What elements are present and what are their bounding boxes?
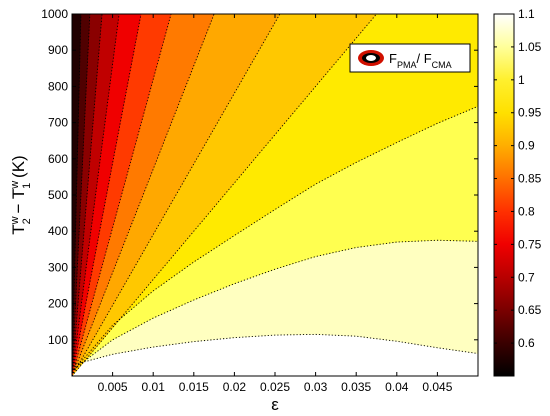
colorbar-tick-label: 1.1: [518, 7, 535, 21]
x-tick-label: 0.035: [341, 380, 371, 394]
colorbar-tick-label: 0.8: [518, 204, 535, 218]
x-tick-label: 0.04: [385, 380, 409, 394]
colorbar-tick-label: 0.85: [518, 172, 542, 186]
colorbar-tick-label: 0.7: [518, 270, 535, 284]
y-tick-label: 900: [48, 43, 68, 57]
colorbar-tick-label: 0.65: [518, 303, 542, 317]
contour-line-1.05: [72, 333, 478, 366]
x-tick-label: 0.015: [179, 380, 209, 394]
x-tick-label: 0.02: [223, 380, 247, 394]
contour-line-0.9: [72, 14, 377, 376]
x-axis-ticks: 0.005 0.01 0.015 0.02 0.025 0.03 0.035 0.04 0.04…: [98, 14, 453, 394]
contour-region-0.5: [72, 14, 82, 376]
colorbar-tick-label: 0.9: [518, 139, 535, 153]
contour-line-0.52: [72, 14, 82, 376]
colorbar: [493, 13, 515, 377]
x-tick-label: 0.025: [260, 380, 290, 394]
contour-line-1: [72, 239, 478, 371]
y-tick-label: 200: [48, 297, 68, 311]
y-axis-label: Tw2 − Tw1 (K): [9, 155, 33, 234]
y-tick-label: 300: [48, 260, 68, 274]
colorbar-tick-label: 0.6: [518, 336, 535, 350]
colorbar-tick-label: 0.95: [518, 106, 542, 120]
y-tick-label: 1000: [41, 7, 68, 21]
x-tick-label: 0.005: [98, 380, 128, 394]
contour-line-0.65: [72, 14, 120, 376]
y-tick-label: 100: [48, 333, 68, 347]
y-tick-label: 800: [48, 79, 68, 93]
colorbar-tick-label: 0.75: [518, 237, 542, 251]
x-tick-label: 0.01: [142, 380, 166, 394]
y-tick-label: 600: [48, 152, 68, 166]
contour-fill-regions: [72, 14, 478, 376]
colorbar-tick-label: 1.05: [518, 40, 542, 54]
colorbar-ticks: 0.6 0.65 0.7 0.75 0.8 0.85 0.9 0.95 1 1.05 1.1: [494, 7, 542, 350]
y-tick-label: 700: [48, 116, 68, 130]
contour-line-0.95: [72, 105, 478, 373]
colorbar-tick-label: 1: [518, 73, 525, 87]
contour-line-0.85: [72, 14, 281, 376]
y-tick-label: 500: [48, 188, 68, 202]
y-tick-label: 400: [48, 224, 68, 238]
legend-marker-icon: [358, 50, 384, 66]
contour-line-0.7: [72, 14, 142, 376]
x-tick-label: 0.045: [422, 380, 452, 394]
x-axis-label: ε: [271, 395, 279, 414]
contour-lines: [72, 14, 478, 376]
x-tick-label: 0.03: [304, 380, 328, 394]
y-axis-ticks: 100 200 300 400 500 600 700 800 900 1000: [41, 7, 478, 347]
legend-label: FPMA/ FCMA: [389, 51, 452, 70]
legend: FPMA/ FCMA: [349, 43, 471, 73]
contour-line-0.8: [72, 14, 215, 376]
